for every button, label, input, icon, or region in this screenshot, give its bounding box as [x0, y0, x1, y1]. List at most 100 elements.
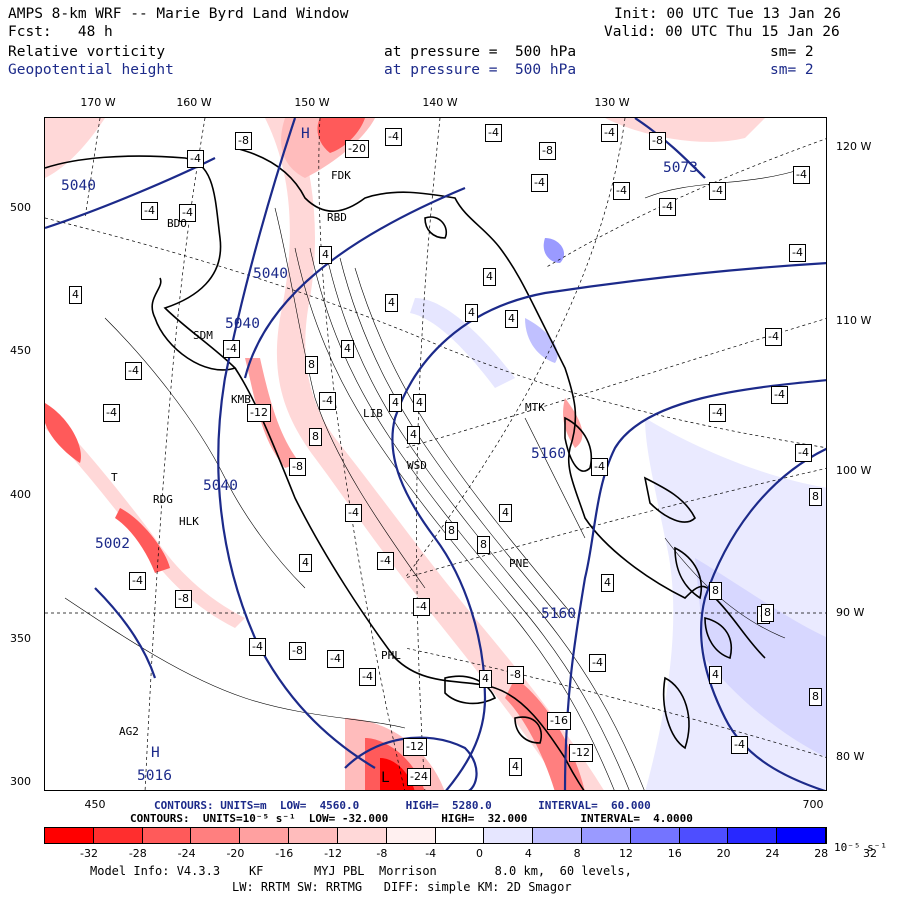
vorticity-label: 8	[809, 488, 822, 506]
lon-label-90w: 90 W	[836, 606, 865, 619]
vorticity-label: 4	[69, 286, 82, 304]
vorticity-label: -4	[485, 124, 502, 142]
vorticity-label: -4	[129, 572, 146, 590]
vorticity-label: 4	[385, 294, 398, 312]
vorticity-label: -4	[709, 404, 726, 422]
init-time: Init: 00 UTC Tue 13 Jan 26	[614, 6, 841, 22]
colorbar-cell	[533, 828, 582, 843]
vorticity-label: 4	[505, 310, 518, 328]
vorticity-label: -20	[345, 140, 369, 158]
vorticity-label: -4	[223, 340, 240, 358]
station-rdg: RDG	[153, 493, 173, 506]
vorticity-label: 8	[709, 582, 722, 600]
colorbar-label: -8	[376, 847, 388, 860]
vorticity-label: 8	[477, 536, 490, 554]
colorbar-label: 8	[573, 847, 581, 860]
lon-label-80w: 80 W	[836, 750, 865, 763]
station-t: T	[111, 471, 118, 484]
vorticity-label: 4	[299, 554, 312, 572]
vorticity-label: -12	[403, 738, 427, 756]
model-info: Model Info: V4.3.3 KF MYJ PBL Morrison 8…	[90, 864, 632, 878]
height-label: 5040	[203, 478, 238, 494]
height-label: 5160	[531, 446, 566, 462]
station-wsd: WSD	[407, 459, 427, 472]
colorbar-label: 32	[863, 847, 877, 860]
lon-label-160w: 160 W	[176, 96, 212, 109]
vorticity-label: 4	[509, 758, 522, 776]
vorticity-label: -8	[539, 142, 556, 160]
vorticity-label: 4	[601, 574, 614, 592]
station-bdo: BDO	[167, 217, 187, 230]
high-marker: H	[151, 745, 160, 761]
station-fdk: FDK	[331, 169, 351, 182]
colorbar-cell	[45, 828, 94, 843]
contour-info-height: CONTOURS: UNITS=m LOW= 4560.0 HIGH= 5280…	[154, 799, 651, 812]
vorticity-label: -4	[731, 736, 748, 754]
station-lib: LIB	[363, 407, 383, 420]
vorticity-label: -4	[187, 150, 204, 168]
field-name-height: Geopotential height	[8, 62, 174, 78]
vorticity-label: 4	[319, 246, 332, 264]
height-label: 5016	[137, 768, 172, 784]
height-label: 5040	[225, 316, 260, 332]
vorticity-label: -4	[795, 444, 812, 462]
colorbar	[44, 827, 827, 844]
station-kmb: KMB	[231, 393, 251, 406]
vorticity-label: 4	[465, 304, 478, 322]
height-label: 5073	[663, 160, 698, 176]
vorticity-label: -4	[531, 174, 548, 192]
colorbar-cell	[240, 828, 290, 843]
x-label-700: 700	[802, 798, 824, 811]
vorticity-label: -4	[591, 458, 608, 476]
vorticity-label: -4	[345, 504, 362, 522]
colorbar-cell	[191, 828, 241, 843]
vorticity-label: -4	[771, 386, 788, 404]
vorticity-label: -4	[249, 638, 266, 656]
vorticity-label: -4	[385, 128, 402, 146]
colorbar-cell	[484, 828, 534, 843]
vorticity-label: 4	[389, 394, 402, 412]
colorbar-label: 16	[667, 847, 682, 860]
vorticity-label: -16	[547, 712, 571, 730]
coastline	[45, 147, 766, 790]
colorbar-label: 28	[814, 847, 829, 860]
field-name-vorticity: Relative vorticity	[8, 44, 166, 60]
vorticity-shading	[45, 118, 826, 790]
station-phl: PHL	[381, 649, 401, 662]
colorbar-label: -4	[425, 847, 437, 860]
vorticity-label: -4	[789, 244, 806, 262]
field-sm-height: sm= 2	[770, 62, 814, 78]
vorticity-label: -8	[175, 590, 192, 608]
colorbar-cell	[728, 828, 778, 843]
vorticity-label: -4	[141, 202, 158, 220]
high-marker: H	[301, 126, 310, 142]
colorbar-cell	[386, 828, 436, 843]
station-pne: PNE	[509, 557, 529, 570]
vorticity-label: -4	[125, 362, 142, 380]
lon-label-140w: 140 W	[422, 96, 458, 109]
vorticity-label: -8	[289, 642, 306, 660]
vorticity-label: -8	[649, 132, 666, 150]
y-label-350: 350	[10, 632, 31, 645]
lon-label-100w: 100 W	[836, 464, 872, 477]
lon-label-120w: 120 W	[836, 140, 872, 153]
height-label: 5160	[541, 606, 576, 622]
vorticity-label: 4	[341, 340, 354, 358]
vorticity-label: 4	[407, 426, 420, 444]
colorbar-label: 20	[716, 847, 731, 860]
lon-label-150w: 150 W	[294, 96, 330, 109]
station-hlk: HLK	[179, 515, 199, 528]
vorticity-label: 8	[445, 522, 458, 540]
colorbar-label: -12	[324, 847, 343, 860]
station-mtk: MTK	[525, 401, 545, 414]
vorticity-label: -4	[613, 182, 630, 200]
y-label-400: 400	[10, 488, 31, 501]
station-sdm: SDM	[193, 329, 213, 342]
lon-label-170w: 170 W	[80, 96, 116, 109]
colorbar-cell	[581, 828, 631, 843]
vorticity-label: -4	[793, 166, 810, 184]
colorbar-cell	[289, 828, 338, 843]
y-label-500: 500	[10, 201, 31, 214]
lon-label-130w: 130 W	[594, 96, 630, 109]
valid-time: Valid: 00 UTC Thu 15 Jan 26	[604, 24, 840, 40]
